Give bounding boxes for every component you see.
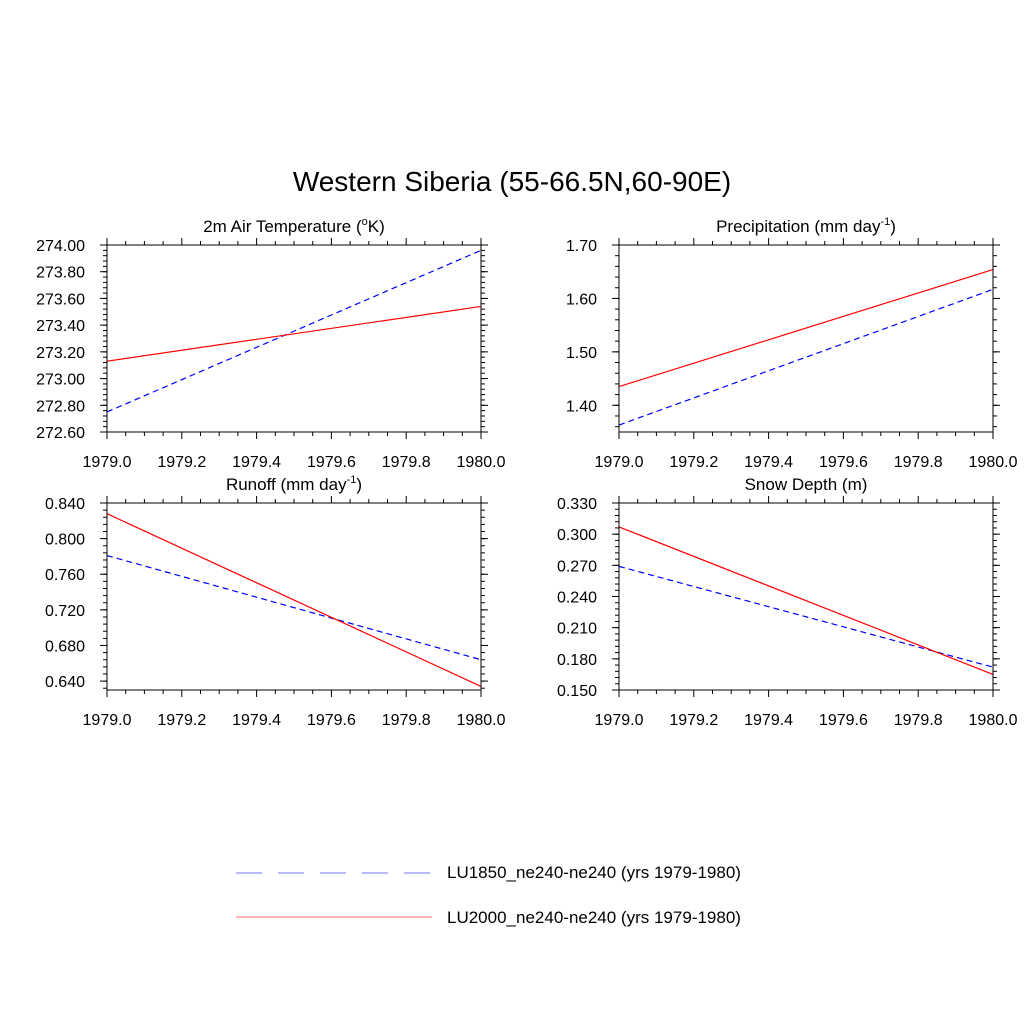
x-tick-label-snow-depth: 1979.0 bbox=[595, 712, 644, 729]
x-tick-label-air-temperature: 1979.6 bbox=[307, 454, 356, 471]
plot-frame-snow-depth bbox=[618, 502, 994, 691]
y-tick-label-runoff: 0.800 bbox=[45, 532, 85, 549]
y-tick-label-precipitation: 1.60 bbox=[566, 291, 597, 308]
y-tick-label-runoff: 0.640 bbox=[45, 674, 85, 691]
chart-air-temperature: 2m Air Temperature (oK) 1979.0 1979.2 1979.… bbox=[36, 216, 506, 471]
plot-frame-runoff bbox=[106, 502, 482, 691]
y-tick-label-precipitation: 1.40 bbox=[566, 398, 597, 415]
y-tick-label-air-temperature: 272.60 bbox=[36, 425, 85, 442]
y-tick-label-air-temperature: 274.00 bbox=[36, 238, 85, 255]
x-tick-label-runoff: 1979.4 bbox=[232, 712, 281, 729]
x-tick-label-air-temperature: 1980.0 bbox=[457, 454, 506, 471]
chart-title-snow-depth: Snow Depth (m) bbox=[745, 475, 868, 494]
x-tick-label-runoff: 1979.8 bbox=[382, 712, 431, 729]
plot-frame-precipitation bbox=[618, 244, 994, 433]
chart-title-air-temperature: 2m Air Temperature (oK) bbox=[203, 216, 385, 236]
x-tick-label-air-temperature: 1979.2 bbox=[157, 454, 206, 471]
series-line-air-temperature-lu1850 bbox=[106, 249, 482, 413]
series-line-precipitation-lu2000 bbox=[618, 269, 994, 388]
y-tick-label-snow-depth: 0.330 bbox=[557, 496, 597, 513]
y-tick-label-runoff: 0.760 bbox=[45, 567, 85, 584]
y-tick-label-precipitation: 1.50 bbox=[566, 345, 597, 362]
x-tick-label-air-temperature: 1979.4 bbox=[232, 454, 281, 471]
legend-label-lu2000: LU2000_ne240-ne240 (yrs 1979-1980) bbox=[447, 908, 741, 927]
chart-runoff: Runoff (mm day-1) 1979.0 1979.2 1979.4 1979.… bbox=[45, 474, 506, 729]
series-line-runoff-lu2000 bbox=[106, 513, 482, 687]
y-tick-label-runoff: 0.720 bbox=[45, 603, 85, 620]
y-tick-label-precipitation: 1.70 bbox=[566, 238, 597, 255]
figure-title: Western Siberia (55-66.5N,60-90E) bbox=[293, 166, 731, 197]
y-tick-label-air-temperature: 273.40 bbox=[36, 318, 85, 335]
y-tick-label-snow-depth: 0.150 bbox=[557, 683, 597, 700]
x-tick-label-snow-depth: 1979.4 bbox=[744, 712, 793, 729]
y-tick-label-runoff: 0.840 bbox=[45, 496, 85, 513]
x-tick-label-runoff: 1979.6 bbox=[307, 712, 356, 729]
x-tick-label-precipitation: 1979.6 bbox=[819, 454, 868, 471]
x-tick-label-snow-depth: 1979.8 bbox=[894, 712, 943, 729]
y-tick-label-snow-depth: 0.270 bbox=[557, 558, 597, 575]
x-tick-label-precipitation: 1979.4 bbox=[744, 454, 793, 471]
x-tick-label-snow-depth: 1980.0 bbox=[969, 712, 1018, 729]
y-tick-label-air-temperature: 273.20 bbox=[36, 345, 85, 362]
series-line-precipitation-lu1850 bbox=[618, 288, 994, 426]
chart-title-precipitation: Precipitation (mm day-1) bbox=[716, 216, 896, 236]
x-tick-label-runoff: 1979.2 bbox=[157, 712, 206, 729]
y-tick-label-runoff: 0.680 bbox=[45, 638, 85, 655]
x-tick-label-snow-depth: 1979.2 bbox=[669, 712, 718, 729]
y-tick-label-air-temperature: 272.80 bbox=[36, 398, 85, 415]
x-tick-label-runoff: 1979.0 bbox=[83, 712, 132, 729]
legend-label-lu1850: LU1850_ne240-ne240 (yrs 1979-1980) bbox=[447, 863, 741, 882]
series-line-air-temperature-lu2000 bbox=[106, 305, 482, 362]
y-tick-label-snow-depth: 0.300 bbox=[557, 527, 597, 544]
x-tick-label-precipitation: 1979.2 bbox=[669, 454, 718, 471]
y-tick-label-snow-depth: 0.180 bbox=[557, 652, 597, 669]
series-line-runoff-lu1850 bbox=[106, 554, 482, 661]
y-tick-label-air-temperature: 273.60 bbox=[36, 291, 85, 308]
y-tick-label-snow-depth: 0.210 bbox=[557, 621, 597, 638]
plot-frame-air-temperature bbox=[106, 244, 482, 433]
x-tick-label-air-temperature: 1979.8 bbox=[382, 454, 431, 471]
chart-title-runoff: Runoff (mm day-1) bbox=[226, 474, 362, 494]
x-tick-label-runoff: 1980.0 bbox=[457, 712, 506, 729]
x-tick-label-air-temperature: 1979.0 bbox=[83, 454, 132, 471]
chart-panels: 2m Air Temperature (oK) 1979.0 1979.2 1979.… bbox=[36, 216, 1018, 729]
y-tick-label-air-temperature: 273.80 bbox=[36, 265, 85, 282]
legend: LU1850_ne240-ne240 (yrs 1979-1980) LU200… bbox=[236, 863, 741, 927]
x-tick-label-precipitation: 1979.8 bbox=[894, 454, 943, 471]
x-tick-label-snow-depth: 1979.6 bbox=[819, 712, 868, 729]
series-line-snow-depth-lu2000 bbox=[618, 526, 994, 675]
x-tick-label-precipitation: 1979.0 bbox=[595, 454, 644, 471]
chart-snow-depth: Snow Depth (m) 1979.0 1979.2 1979.4 1979.6 19… bbox=[557, 475, 1018, 729]
y-tick-label-snow-depth: 0.240 bbox=[557, 590, 597, 607]
chart-precipitation: Precipitation (mm day-1) 1979.0 1979.2 1979… bbox=[566, 216, 1018, 471]
x-tick-label-precipitation: 1980.0 bbox=[969, 454, 1018, 471]
y-tick-label-air-temperature: 273.00 bbox=[36, 372, 85, 389]
